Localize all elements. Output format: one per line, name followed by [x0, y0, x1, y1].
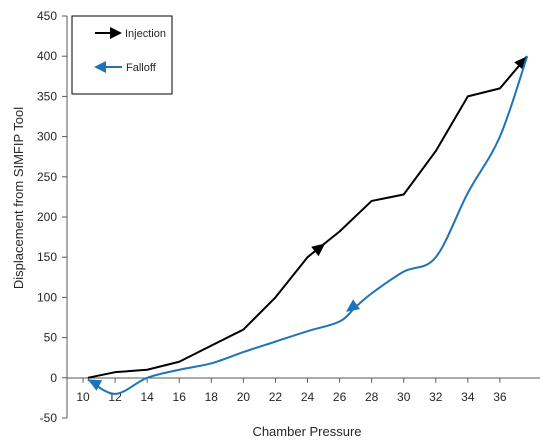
injection-line	[87, 55, 528, 379]
legend-falloff-arrow-icon	[94, 61, 106, 73]
y-ticks: -50 0 50 100 150 200 250 300 350 400 450	[37, 9, 67, 425]
y-tick-label: 300	[37, 130, 57, 144]
x-tick-label: 10	[76, 390, 90, 404]
x-tick-label: 16	[173, 390, 187, 404]
injection-arrow-0	[311, 243, 326, 257]
falloff-arrow-0	[345, 299, 361, 312]
y-tick-label: 200	[37, 210, 57, 224]
legend-item-injection: Injection	[95, 27, 166, 40]
series-falloff	[87, 55, 529, 395]
legend-item-falloff: Falloff	[94, 61, 157, 74]
x-tick-label: 36	[493, 390, 507, 404]
y-tick-label: -50	[40, 411, 58, 425]
x-ticks: 10 12 14 16 18 20 22 24 26 28 30 32 34 36	[76, 377, 507, 404]
x-tick-label: 28	[365, 390, 379, 404]
x-tick-label: 26	[333, 390, 347, 404]
series-layer	[87, 55, 529, 395]
falloff-arrow-1	[87, 379, 103, 391]
y-tick-label: 0	[50, 371, 57, 385]
x-tick-label: 24	[301, 390, 315, 404]
legend-injection-arrow-icon	[110, 27, 122, 39]
y-tick-label: 50	[44, 331, 58, 345]
falloff-line	[87, 55, 529, 395]
legend-injection-label: Injection	[125, 28, 166, 40]
x-tick-label: 20	[237, 390, 251, 404]
x-axis-label: Chamber Pressure	[252, 424, 361, 439]
y-tick-label: 450	[37, 9, 57, 23]
y-tick-label: 250	[37, 170, 57, 184]
x-tick-label: 32	[429, 390, 443, 404]
y-tick-label: 350	[37, 89, 57, 103]
x-tick-label: 14	[140, 390, 154, 404]
y-tick-label: 400	[37, 49, 57, 63]
x-tick-label: 18	[205, 390, 219, 404]
legend: Injection Falloff	[71, 15, 173, 95]
y-axis-label: Displacement from SIMFIP Tool	[11, 107, 26, 289]
x-tick-label: 34	[461, 390, 475, 404]
x-tick-label: 30	[397, 390, 411, 404]
y-tick-label: 150	[37, 250, 57, 264]
y-tick-label: 100	[37, 290, 57, 304]
legend-falloff-label: Falloff	[126, 62, 157, 74]
x-tick-label: 22	[269, 390, 283, 404]
legend-box	[71, 15, 173, 95]
series-injection	[87, 55, 528, 379]
